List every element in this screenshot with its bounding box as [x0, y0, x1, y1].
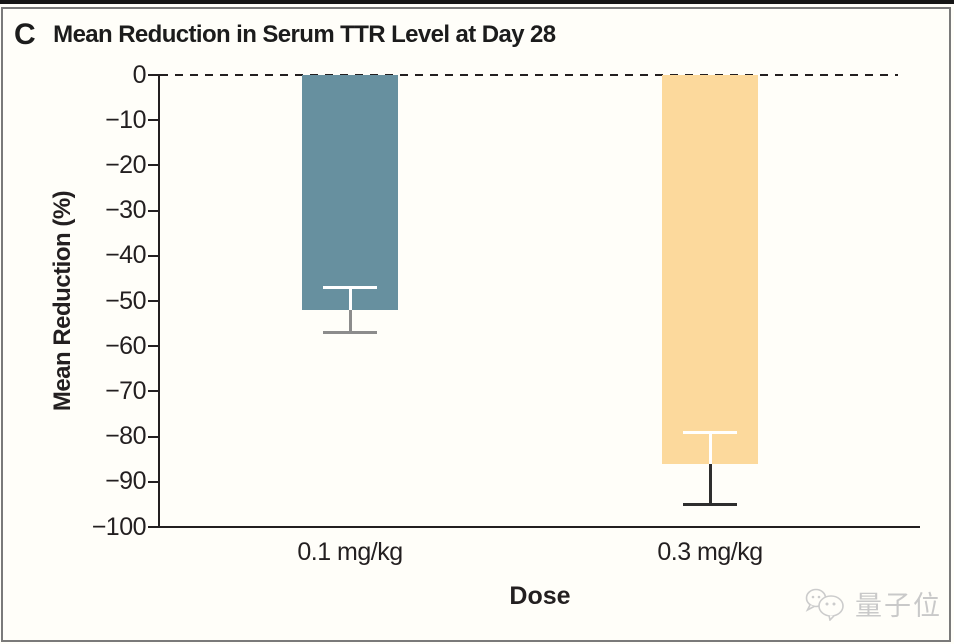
chart-title: Mean Reduction in Serum TTR Level at Day…: [53, 21, 556, 48]
x-axis-title: Dose: [509, 582, 571, 610]
y-tick-label: −30: [105, 196, 146, 225]
y-tick-label: −10: [105, 105, 146, 134]
y-tick-mark: [148, 119, 158, 122]
panel-letter: C: [14, 18, 36, 51]
y-tick-label: 0: [132, 60, 147, 89]
error-cap-lower: [323, 331, 377, 335]
error-cap-lower: [683, 502, 737, 506]
y-tick-mark: [148, 526, 158, 528]
panel-header: C Mean Reduction in Serum TTR Level at Da…: [14, 18, 556, 54]
y-tick-mark: [148, 74, 158, 76]
qbitai-logo-icon: [805, 588, 844, 621]
x-axis-line: [158, 526, 920, 528]
y-tick-label: −50: [105, 286, 146, 315]
y-tick-label: −90: [105, 467, 146, 496]
y-tick-label: −20: [105, 150, 146, 179]
y-tick-label: −70: [105, 376, 146, 405]
y-tick-label: −60: [105, 331, 146, 360]
watermark: 量子位: [803, 584, 942, 623]
error-line-inner: [348, 287, 352, 311]
y-tick-label: −100: [91, 512, 147, 541]
error-line-outer: [708, 463, 712, 505]
zero-baseline-dashed: [160, 74, 898, 76]
y-tick-mark: [148, 480, 158, 483]
y-tick-mark: [148, 300, 158, 302]
y-tick-label: −80: [105, 422, 146, 451]
watermark-text: 量子位: [855, 591, 942, 621]
y-tick-mark: [148, 164, 158, 167]
x-category-label: 0.3 mg/kg: [657, 538, 763, 566]
bar-0.3mgkg: [662, 75, 758, 464]
y-tick-mark: [148, 390, 158, 393]
bar-0.1mgkg: [302, 75, 398, 311]
y-tick-mark: [148, 435, 158, 438]
y-tick-label: −40: [105, 241, 146, 270]
y-axis-line: [158, 74, 160, 528]
y-tick-mark: [148, 345, 158, 348]
y-tick-mark: [148, 209, 158, 212]
x-category-label: 0.1 mg/kg: [297, 538, 403, 566]
y-tick-mark: [148, 254, 158, 257]
top-divider-bar: [0, 0, 954, 4]
error-line-inner: [708, 432, 712, 464]
error-line-outer: [348, 310, 352, 333]
